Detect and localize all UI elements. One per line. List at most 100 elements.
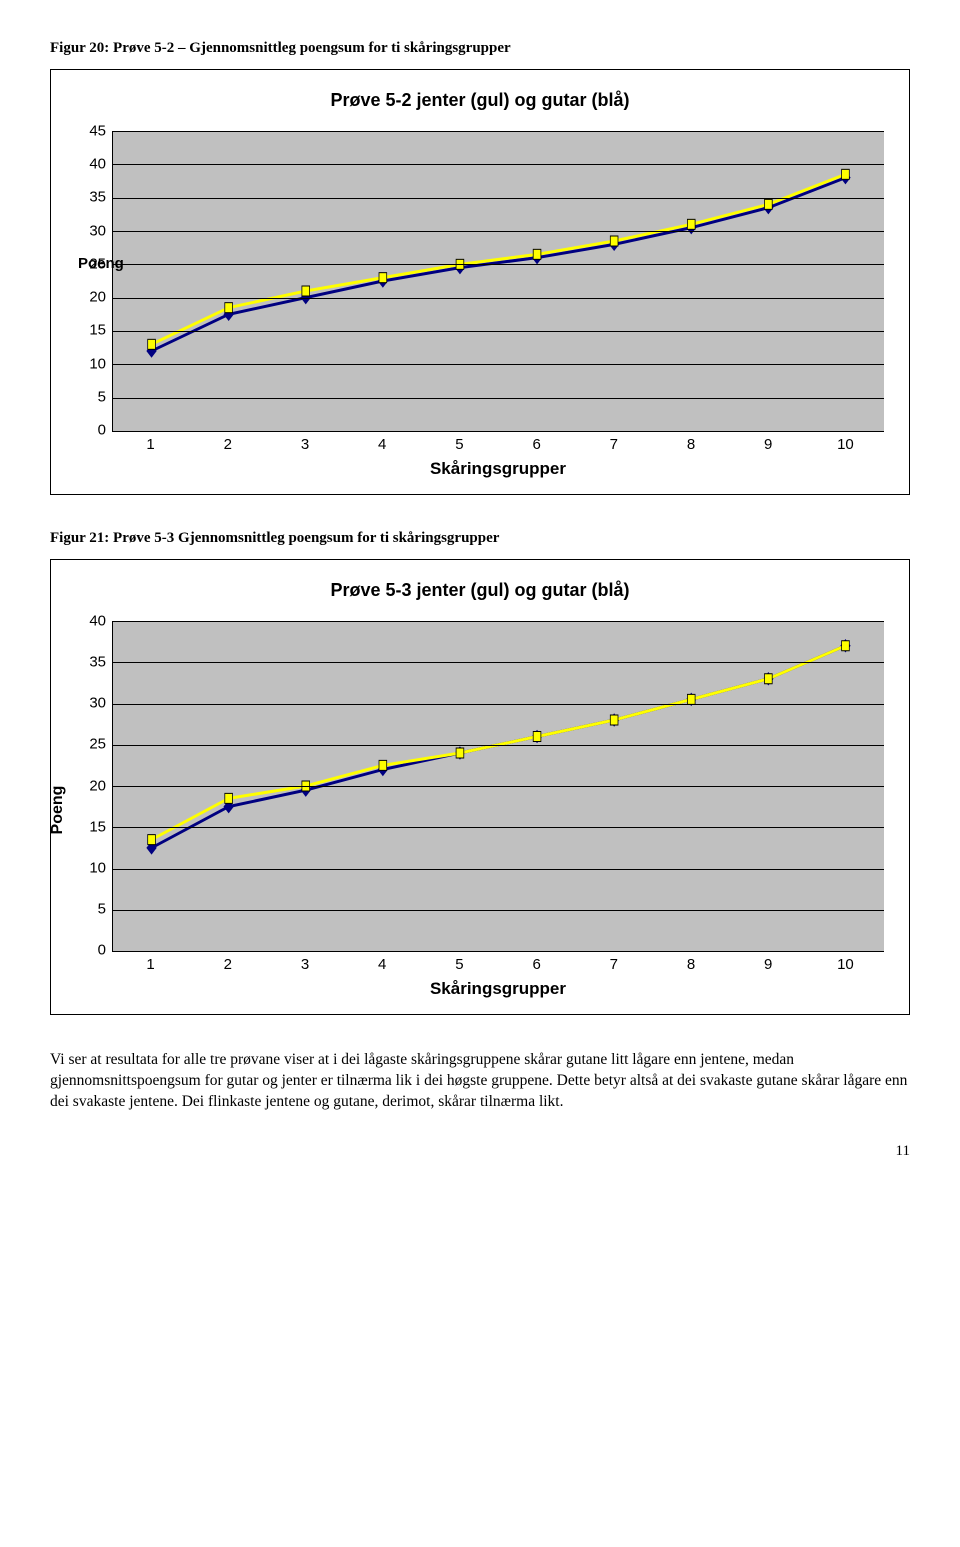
gridline: [113, 745, 884, 746]
gridline: [113, 621, 884, 622]
series-marker-gutar: [147, 842, 156, 854]
series-marker-jenter: [533, 732, 541, 742]
series-marker-gutar: [764, 202, 773, 214]
ytick-label: 0: [98, 943, 106, 944]
xtick-label: 2: [189, 952, 266, 973]
body-paragraph: Vi ser at resultata for alle tre prøvane…: [50, 1050, 910, 1113]
ytick-label: 35: [89, 190, 106, 191]
ytick-label: 45: [89, 124, 106, 125]
xtick-label: 2: [189, 432, 266, 453]
figure21-yaxis: 4035302520151050: [76, 621, 112, 951]
series-line-jenter: [152, 646, 846, 840]
gridline: [113, 198, 884, 199]
figure21-ylabel: Poeng: [49, 786, 67, 835]
ytick-label: 10: [89, 356, 106, 357]
series-marker-gutar: [224, 308, 233, 320]
ytick-label: 25: [89, 737, 106, 738]
xtick-label: 6: [498, 432, 575, 453]
figure20-ylabel: Poeng: [78, 255, 124, 272]
series-marker-jenter: [379, 273, 387, 283]
figure20-xaxis: 12345678910: [112, 432, 884, 453]
gridline: [113, 331, 884, 332]
gridline: [113, 131, 884, 132]
xtick-label: 7: [575, 952, 652, 973]
ytick-label: 20: [89, 290, 106, 291]
figure21-xaxis: 12345678910: [112, 952, 884, 973]
figure20-svg: [113, 131, 884, 431]
ytick-label: 15: [89, 323, 106, 324]
series-marker-gutar: [841, 640, 850, 652]
figure20-chart-title: Prøve 5-2 jenter (gul) og gutar (blå): [76, 90, 884, 111]
figure20-chart: Prøve 5-2 jenter (gul) og gutar (blå) 45…: [50, 69, 910, 495]
series-marker-gutar: [455, 747, 464, 759]
xtick-label: 6: [498, 952, 575, 973]
ytick-label: 5: [98, 389, 106, 390]
gridline: [113, 164, 884, 165]
xtick-label: 5: [421, 432, 498, 453]
series-marker-jenter: [148, 835, 156, 845]
series-marker-jenter: [456, 748, 464, 758]
series-marker-gutar: [610, 714, 619, 726]
gridline: [113, 398, 884, 399]
xtick-label: 5: [421, 952, 498, 973]
series-marker-jenter: [842, 641, 850, 651]
series-marker-gutar: [378, 764, 387, 776]
series-marker-jenter: [225, 793, 233, 803]
series-marker-gutar: [532, 731, 541, 743]
xtick-label: 1: [112, 952, 189, 973]
gridline: [113, 231, 884, 232]
series-marker-jenter: [764, 674, 772, 684]
series-marker-gutar: [841, 172, 850, 184]
figure21-chart-wrapper: Poeng 4035302520151050 12345678910 Skåri…: [76, 621, 884, 999]
gridline: [113, 364, 884, 365]
xtick-label: 4: [344, 952, 421, 973]
xtick-label: 8: [652, 952, 729, 973]
xtick-label: 10: [807, 952, 884, 973]
figure20-yaxis: 454035302520151050: [76, 131, 112, 431]
ytick-label: 35: [89, 655, 106, 656]
gridline: [113, 704, 884, 705]
figure20-xlabel: Skåringsgrupper: [112, 459, 884, 479]
figure20-chart-wrapper: 454035302520151050 Poeng 12345678910 Skå…: [76, 131, 884, 479]
figure21-xlabel: Skåringsgrupper: [112, 979, 884, 999]
series-marker-jenter: [842, 169, 850, 179]
xtick-label: 9: [730, 432, 807, 453]
xtick-label: 3: [266, 432, 343, 453]
ytick-label: 30: [89, 223, 106, 224]
gridline: [113, 827, 884, 828]
series-marker-jenter: [302, 286, 310, 296]
series-marker-jenter: [610, 236, 618, 246]
gridline: [113, 298, 884, 299]
series-marker-jenter: [225, 303, 233, 313]
gridline: [113, 910, 884, 911]
figure21-plot-area: [112, 621, 884, 952]
series-marker-gutar: [610, 238, 619, 250]
ytick-label: 0: [98, 422, 106, 423]
ytick-label: 40: [89, 614, 106, 615]
figure21-heading: Figur 21: Prøve 5-3 Gjennomsnittleg poen…: [50, 530, 910, 547]
figure21-chart-title: Prøve 5-3 jenter (gul) og gutar (blå): [76, 580, 884, 601]
gridline: [113, 786, 884, 787]
series-marker-jenter: [533, 249, 541, 259]
xtick-label: 8: [652, 432, 729, 453]
series-marker-gutar: [224, 801, 233, 813]
series-line-gutar: [152, 646, 846, 848]
xtick-label: 7: [575, 432, 652, 453]
gridline: [113, 264, 884, 265]
series-line-jenter: [152, 174, 846, 344]
series-marker-jenter: [764, 199, 772, 209]
ytick-label: 5: [98, 901, 106, 902]
series-marker-jenter: [687, 219, 695, 229]
figure21-chart: Prøve 5-3 jenter (gul) og gutar (blå) Po…: [50, 559, 910, 1015]
xtick-label: 10: [807, 432, 884, 453]
ytick-label: 15: [89, 819, 106, 820]
ytick-label: 40: [89, 157, 106, 158]
series-marker-gutar: [532, 252, 541, 264]
ytick-label: 10: [89, 860, 106, 861]
figure20-plot-area: [112, 131, 884, 432]
ytick-label: 30: [89, 696, 106, 697]
xtick-label: 1: [112, 432, 189, 453]
xtick-label: 3: [266, 952, 343, 973]
page-number: 11: [50, 1143, 910, 1160]
series-marker-jenter: [148, 339, 156, 349]
